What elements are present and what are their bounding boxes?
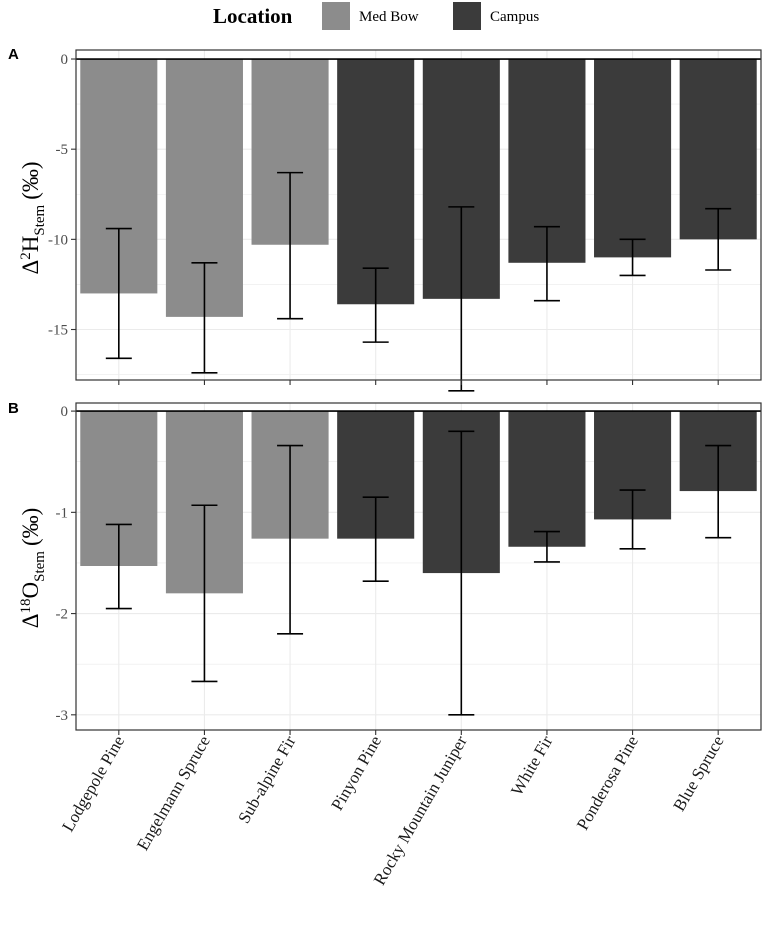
x-category-label-pinyon-pine: Pinyon Pine [327, 733, 385, 814]
panel-b-y-axis-label: Δ18OStem(‰) [18, 508, 48, 629]
x-category-label-rocky-mountain-juniper: Rocky Mountain Juniper [370, 732, 471, 888]
panel-a-errorbar-pinyon-pine [362, 267, 389, 343]
panel-b-errorbar-white-fir [533, 530, 560, 563]
panel-a-errorbar-engelmann-spruce [191, 261, 218, 374]
panel-b-errorbar-rocky-mountain-juniper [448, 430, 475, 716]
legend-swatch-med-bow [322, 2, 350, 30]
x-category-label-blue-spruce: Blue Spruce [669, 733, 727, 815]
legend: Location Med Bow Campus [213, 2, 539, 30]
panel-b-errorbar-engelmann-spruce [191, 504, 218, 683]
panel-a-y-tick-label: -5 [56, 142, 69, 158]
panel-a-bar-pinyon-pine [337, 59, 415, 305]
panel-b-y-tick-label: -2 [56, 607, 69, 623]
panel-b-bar-white-fir [508, 411, 586, 547]
panel-b-y-tick-label: -3 [56, 708, 69, 724]
panel-a-errorbar-lodgepole-pine [105, 227, 132, 360]
panel-b-errorbar-ponderosa-pine [619, 489, 646, 550]
x-category-label-white-fir: White Fir [507, 732, 556, 799]
legend-swatch-campus [453, 2, 481, 30]
panel-a-errorbar-sub-alpine-fir [277, 171, 304, 320]
legend-label-med-bow: Med Bow [359, 9, 419, 25]
panel-a-errorbar-ponderosa-pine [619, 238, 646, 277]
panel-a-y-tick-label: -15 [48, 323, 68, 339]
panel-b-border [75, 402, 762, 731]
x-axis-category-labels: Lodgepole Pine Engelmann Spruce Sub-alpine… [58, 732, 727, 888]
panel-a-errorbar-white-fir [533, 225, 560, 302]
panel-a-y-axis-label: Δ2HStem(‰) [18, 161, 48, 274]
panel-b-tag: B [8, 400, 19, 417]
x-category-label-sub-alpine-fir: Sub-alpine Fir [234, 732, 299, 826]
panel-a-delta-2h: 0 -5 -10 -15 Δ2HStem(‰) [18, 49, 762, 392]
x-category-label-ponderosa-pine: Ponderosa Pine [573, 733, 642, 834]
panel-a-errorbar-blue-spruce [705, 207, 732, 271]
panel-b-delta-18o: 0 -1 -2 -3 Δ18OStem(‰) [18, 402, 762, 735]
panel-b-errorbar-lodgepole-pine [105, 523, 132, 610]
panel-a-y-tick-label: -10 [48, 232, 68, 248]
panel-a-tag: A [8, 46, 19, 63]
panel-a-border [75, 49, 762, 381]
panel-b-errorbar-sub-alpine-fir [277, 444, 304, 635]
panel-b-y-tick-label: -1 [56, 505, 69, 521]
legend-label-campus: Campus [490, 9, 539, 25]
panel-a-errorbar-rocky-mountain-juniper [448, 206, 475, 392]
panel-a-bar-ponderosa-pine [594, 59, 672, 258]
panel-b-errorbar-pinyon-pine [362, 496, 389, 582]
panel-b-errorbar-blue-spruce [705, 444, 732, 539]
panel-b-y-tick-label: 0 [61, 404, 69, 420]
legend-title: Location [213, 4, 293, 28]
panel-a-y-tick-label: 0 [61, 52, 69, 68]
x-category-label-lodgepole-pine: Lodgepole Pine [58, 733, 128, 835]
x-category-label-engelmann-spruce: Engelmann Spruce [133, 733, 214, 854]
